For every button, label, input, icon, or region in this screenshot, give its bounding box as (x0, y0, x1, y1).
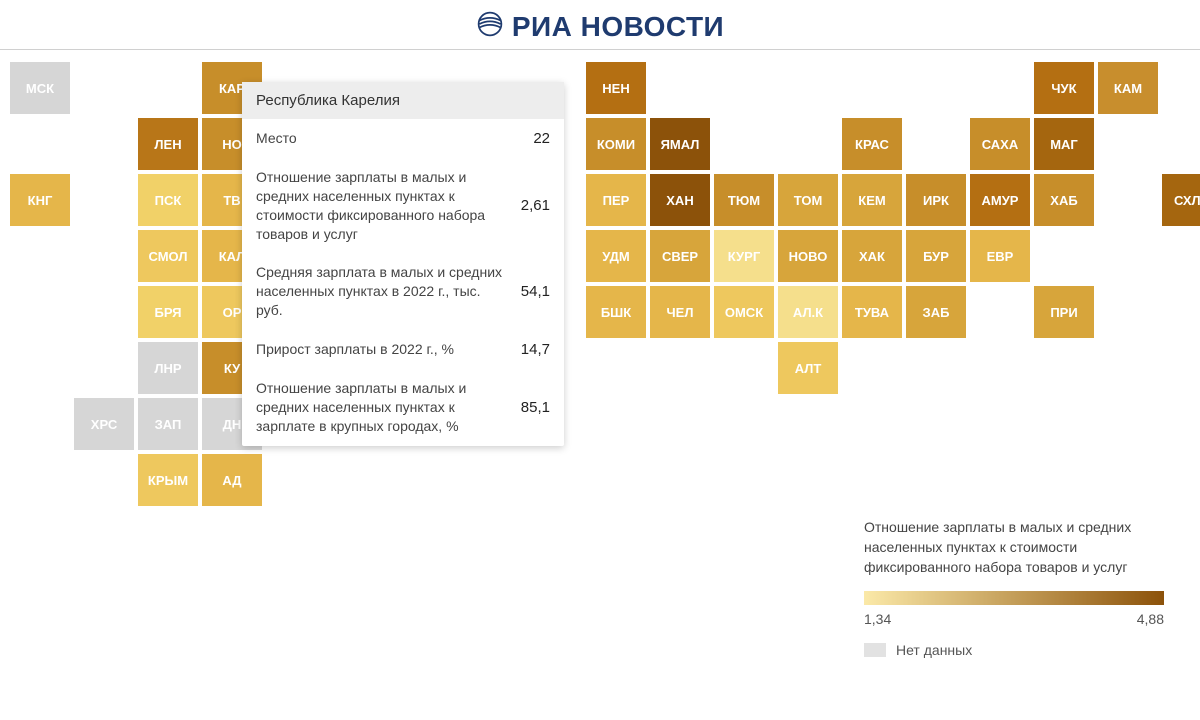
region-cell[interactable]: АД (202, 454, 262, 506)
region-cell[interactable]: ХРС (74, 398, 134, 450)
tooltip-row: Место 22 (242, 119, 564, 158)
tooltip-row: Средняя зарплата в малых и средних насел… (242, 253, 564, 330)
legend-max: 4,88 (1137, 609, 1164, 629)
region-cell[interactable]: ЧУК (1034, 62, 1094, 114)
tooltip-row-value: 14,7 (521, 341, 550, 358)
region-cell[interactable]: ЧЕЛ (650, 286, 710, 338)
tooltip-title: Республика Карелия (242, 82, 564, 119)
legend-nodata: Нет данных (864, 640, 1164, 660)
region-cell[interactable]: ХАК (842, 230, 902, 282)
tooltip-row-label: Отношение зарплаты в малых и средних нас… (256, 168, 511, 244)
region-cell[interactable]: БШК (586, 286, 646, 338)
tooltip-row-value: 54,1 (521, 283, 550, 300)
region-cell[interactable]: ЗАБ (906, 286, 966, 338)
tooltip-row-label: Средняя зарплата в малых и средних насел… (256, 263, 511, 320)
tooltip-row-label: Прирост зарплаты в 2022 г., % (256, 340, 511, 359)
region-cell[interactable]: КОМИ (586, 118, 646, 170)
tooltip-row: Отношение зарплаты в малых и средних нас… (242, 158, 564, 254)
tooltip-row-value: 85,1 (521, 399, 550, 416)
region-cell[interactable]: ОМСК (714, 286, 774, 338)
region-cell[interactable]: САХА (970, 118, 1030, 170)
region-cell[interactable]: ТОМ (778, 174, 838, 226)
region-cell[interactable]: ТУВА (842, 286, 902, 338)
region-cell[interactable]: КУРГ (714, 230, 774, 282)
region-cell[interactable]: ЗАП (138, 398, 198, 450)
legend-range: 1,34 4,88 (864, 609, 1164, 629)
region-cell[interactable]: ПЕР (586, 174, 646, 226)
tooltip-row-value: 22 (533, 130, 550, 147)
nodata-swatch (864, 643, 886, 657)
legend-gradient-bar (864, 591, 1164, 605)
region-cell[interactable]: ТЮМ (714, 174, 774, 226)
region-cell[interactable]: ЕВР (970, 230, 1030, 282)
brand-logo: РИА НОВОСТИ (476, 10, 724, 43)
header: РИА НОВОСТИ (0, 0, 1200, 50)
region-cell[interactable]: ЛНР (138, 342, 198, 394)
legend-nodata-label: Нет данных (896, 640, 972, 660)
region-cell[interactable]: КНГ (10, 174, 70, 226)
tooltip-row: Прирост зарплаты в 2022 г., % 14,7 (242, 330, 564, 369)
region-cell[interactable]: ЯМАЛ (650, 118, 710, 170)
tooltip-row-value: 2,61 (521, 197, 550, 214)
region-cell[interactable]: СВЕР (650, 230, 710, 282)
tooltip-row-label: Место (256, 129, 523, 148)
region-cell[interactable]: КАМ (1098, 62, 1158, 114)
region-cell[interactable]: СМОЛ (138, 230, 198, 282)
region-cell[interactable]: СХЛН (1162, 174, 1200, 226)
region-cell[interactable]: ЛЕН (138, 118, 198, 170)
region-cell[interactable]: ИРК (906, 174, 966, 226)
region-cell[interactable]: ХАН (650, 174, 710, 226)
region-cell[interactable]: НОВО (778, 230, 838, 282)
region-tooltip: Республика Карелия Место 22 Отношение зарп… (242, 82, 564, 446)
region-cell[interactable]: НЕН (586, 62, 646, 114)
tooltip-row-label: Отношение зарплаты в малых и средних нас… (256, 379, 511, 436)
region-cell[interactable]: МАГ (1034, 118, 1094, 170)
region-cell[interactable]: АЛТ (778, 342, 838, 394)
region-cell[interactable]: КЕМ (842, 174, 902, 226)
region-cell[interactable]: БУР (906, 230, 966, 282)
region-cell[interactable]: БРЯ (138, 286, 198, 338)
tooltip-row: Отношение зарплаты в малых и средних нас… (242, 369, 564, 446)
region-cell[interactable]: ПСК (138, 174, 198, 226)
region-cell[interactable]: УДМ (586, 230, 646, 282)
legend-title: Отношение зарплаты в малых и средних нас… (864, 517, 1164, 578)
region-cell[interactable]: АЛ.К (778, 286, 838, 338)
region-cell[interactable]: КРЫМ (138, 454, 198, 506)
region-cell[interactable]: КРАС (842, 118, 902, 170)
legend-min: 1,34 (864, 609, 891, 629)
globe-icon (476, 10, 504, 43)
color-legend: Отношение зарплаты в малых и средних нас… (864, 517, 1164, 660)
region-cell[interactable]: АМУР (970, 174, 1030, 226)
region-cell[interactable]: ПРИ (1034, 286, 1094, 338)
region-cell[interactable]: МСК (10, 62, 70, 114)
region-cell[interactable]: ХАБ (1034, 174, 1094, 226)
brand-title: РИА НОВОСТИ (512, 11, 724, 43)
